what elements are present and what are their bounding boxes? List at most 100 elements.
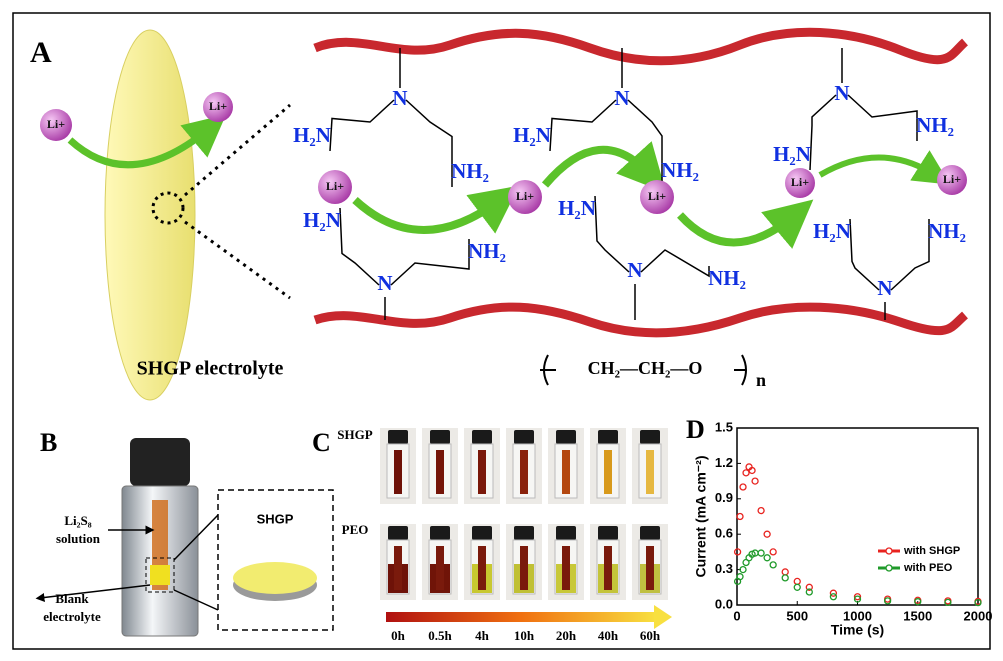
y-tick-label: 0.6 bbox=[715, 526, 733, 541]
vial-cap bbox=[130, 438, 190, 486]
time-label: 0h bbox=[391, 628, 406, 643]
amine: H₂N bbox=[558, 196, 596, 220]
bond bbox=[340, 208, 379, 285]
data-point bbox=[752, 478, 758, 484]
amine: H₂N bbox=[293, 123, 331, 147]
ion-path bbox=[545, 150, 650, 185]
panel-label: C bbox=[312, 428, 331, 457]
nitrogen: N bbox=[392, 86, 407, 110]
vial-tube bbox=[478, 450, 486, 494]
li-label: Li+ bbox=[791, 175, 809, 189]
time-arrow-head bbox=[654, 605, 672, 629]
vial-cap bbox=[472, 430, 492, 444]
bond bbox=[850, 219, 879, 290]
ion-path bbox=[355, 200, 500, 230]
legend-label: with SHGP bbox=[903, 545, 960, 557]
nitrogen: N bbox=[614, 86, 629, 110]
amine: NH₂ bbox=[708, 266, 746, 290]
formula: CH₂—CH₂—O bbox=[588, 358, 703, 378]
y-tick-label: 0.0 bbox=[715, 596, 733, 611]
x-tick-label: 500 bbox=[786, 608, 808, 623]
data-point bbox=[740, 484, 746, 490]
vial-cap bbox=[640, 526, 660, 540]
bond bbox=[391, 239, 469, 285]
vial-tube bbox=[562, 546, 570, 590]
y-tick-label: 0.9 bbox=[715, 490, 733, 505]
amine: NH₂ bbox=[916, 113, 954, 137]
vial-tube bbox=[562, 450, 570, 494]
vial-tube bbox=[394, 546, 402, 590]
bond bbox=[550, 100, 616, 151]
vial-tube bbox=[436, 546, 444, 590]
membrane-top bbox=[233, 562, 317, 594]
x-tick-label: 2000 bbox=[964, 608, 993, 623]
vial-cap bbox=[388, 430, 408, 444]
vial-tube bbox=[520, 450, 528, 494]
amine: H₂N bbox=[303, 208, 341, 232]
vial-cap bbox=[430, 430, 450, 444]
bond bbox=[810, 95, 836, 170]
y-tick-label: 0.3 bbox=[715, 561, 733, 576]
y-tick-label: 1.5 bbox=[715, 419, 733, 434]
repeat-unit: n bbox=[756, 370, 766, 390]
panel-label: B bbox=[40, 428, 57, 457]
amine: H₂N bbox=[773, 142, 811, 166]
nitrogen: N bbox=[377, 271, 392, 295]
vial-cap bbox=[598, 430, 618, 444]
bond bbox=[595, 196, 629, 272]
li-label: Li+ bbox=[326, 179, 344, 193]
amine: NH₂ bbox=[468, 239, 506, 263]
time-arrow bbox=[386, 612, 656, 622]
data-point bbox=[758, 508, 764, 514]
ion-path bbox=[820, 158, 935, 176]
vial-cap bbox=[640, 430, 660, 444]
zoom-line bbox=[185, 222, 290, 298]
x-tick-label: 0 bbox=[733, 608, 740, 623]
polymer-chain bbox=[315, 307, 965, 333]
vial-tube bbox=[478, 546, 486, 590]
legend-label: with PEO bbox=[903, 562, 953, 574]
vial-tube bbox=[646, 450, 654, 494]
bond bbox=[406, 100, 452, 187]
amine: H₂N bbox=[513, 123, 551, 147]
vial-tube bbox=[646, 546, 654, 590]
vial-cap bbox=[556, 430, 576, 444]
vial-tube bbox=[604, 546, 612, 590]
amine: NH₂ bbox=[928, 219, 966, 243]
x-tick-label: 1500 bbox=[903, 608, 932, 623]
time-label: 20h bbox=[556, 628, 577, 643]
vial-tube bbox=[394, 450, 402, 494]
time-label: 0.5h bbox=[428, 628, 452, 643]
data-point bbox=[770, 562, 776, 568]
bond bbox=[891, 219, 929, 290]
data-point bbox=[737, 514, 743, 520]
time-label: 4h bbox=[475, 628, 490, 643]
vial-cap bbox=[514, 430, 534, 444]
zoom-line bbox=[185, 105, 290, 195]
amine: H₂N bbox=[813, 219, 851, 243]
bond bbox=[848, 95, 917, 141]
time-label: 40h bbox=[598, 628, 619, 643]
plot-frame bbox=[737, 428, 978, 605]
legend-marker bbox=[886, 548, 892, 554]
panel-label: D bbox=[686, 415, 705, 444]
b-label: solution bbox=[56, 531, 101, 546]
b-label: Li₂S₈ bbox=[64, 513, 91, 528]
ion-path bbox=[680, 215, 795, 243]
bond bbox=[641, 250, 709, 276]
bond bbox=[330, 100, 394, 151]
vial-cap bbox=[556, 526, 576, 540]
inset-label: SHGP bbox=[257, 511, 294, 526]
data-point bbox=[764, 531, 770, 537]
vial-cap bbox=[514, 526, 534, 540]
y-tick-label: 1.2 bbox=[715, 455, 733, 470]
caption: SHGP electrolyte bbox=[137, 358, 284, 380]
vial-tube bbox=[436, 450, 444, 494]
vial-cap bbox=[388, 526, 408, 540]
data-point bbox=[758, 550, 764, 556]
nitrogen: N bbox=[627, 258, 642, 282]
time-label: 10h bbox=[514, 628, 535, 643]
y-axis-label: Current (mA cm⁻²) bbox=[693, 456, 709, 578]
data-point bbox=[782, 569, 788, 575]
data-point bbox=[743, 470, 749, 476]
